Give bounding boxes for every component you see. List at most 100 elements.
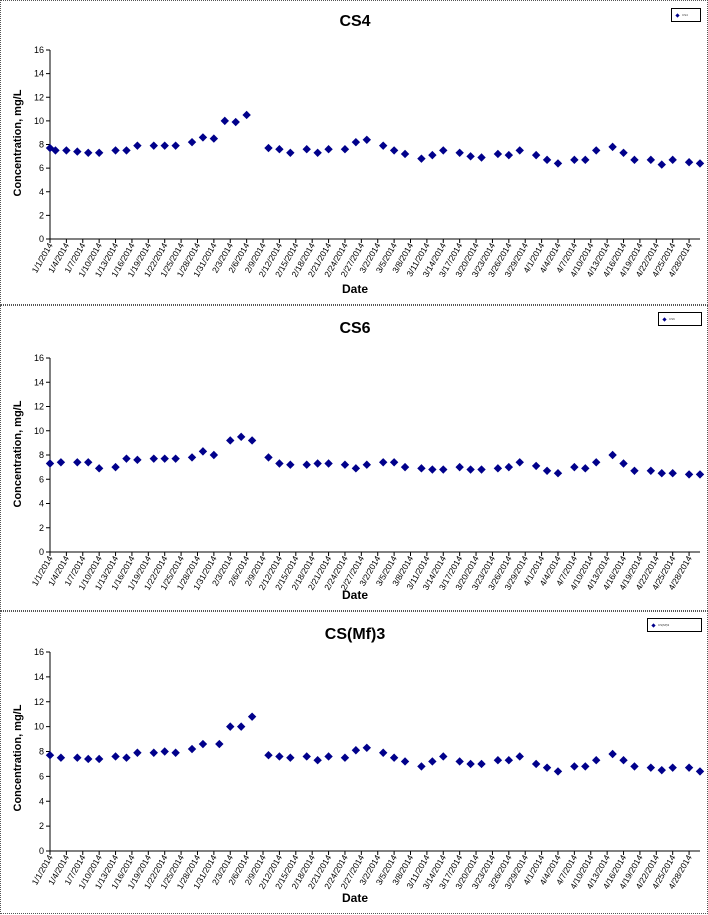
data-point bbox=[73, 458, 82, 467]
data-point bbox=[340, 460, 350, 469]
data-point bbox=[362, 743, 372, 752]
data-point bbox=[160, 747, 169, 756]
data-point bbox=[160, 141, 169, 150]
data-point bbox=[149, 141, 158, 150]
data-point bbox=[94, 148, 104, 157]
data-point bbox=[581, 762, 590, 771]
data-point bbox=[160, 454, 169, 463]
y-tick-label: 6 bbox=[39, 771, 44, 781]
y-tick-label: 12 bbox=[34, 92, 44, 102]
data-point bbox=[187, 137, 197, 147]
data-point bbox=[493, 149, 503, 159]
data-point bbox=[477, 465, 486, 474]
data-point bbox=[400, 149, 410, 159]
data-point bbox=[362, 460, 372, 469]
data-point bbox=[570, 155, 579, 165]
data-point bbox=[608, 450, 617, 460]
data-point bbox=[122, 454, 131, 463]
data-point bbox=[264, 143, 273, 153]
data-point bbox=[531, 461, 541, 471]
data-point bbox=[73, 753, 82, 762]
data-point bbox=[84, 754, 93, 764]
chart-plot-csmf3: 02468101214161/1/20141/4/20141/7/20141/1… bbox=[30, 647, 705, 891]
chart-legend: CS6 bbox=[658, 312, 702, 326]
data-point bbox=[695, 767, 705, 776]
chart-plot-cs6: 02468101214161/1/20141/4/20141/7/20141/1… bbox=[30, 353, 705, 592]
data-point bbox=[286, 460, 295, 469]
data-point bbox=[313, 756, 322, 765]
y-tick-label: 10 bbox=[34, 116, 44, 126]
data-point bbox=[466, 465, 475, 474]
data-point bbox=[187, 453, 197, 462]
data-point bbox=[515, 752, 524, 761]
y-tick-label: 8 bbox=[39, 747, 44, 757]
y-tick-label: 16 bbox=[34, 45, 44, 55]
y-tick-label: 6 bbox=[39, 474, 44, 484]
data-point bbox=[553, 767, 563, 776]
data-point bbox=[302, 752, 311, 761]
data-point bbox=[378, 141, 388, 150]
y-tick-label: 10 bbox=[34, 722, 44, 732]
data-point bbox=[45, 751, 55, 760]
data-point bbox=[400, 462, 410, 472]
data-point bbox=[581, 464, 590, 473]
data-point bbox=[668, 155, 677, 165]
y-tick-label: 6 bbox=[39, 163, 44, 173]
chart-title: CS(Mf)3 bbox=[324, 626, 386, 643]
data-point bbox=[275, 145, 284, 154]
data-point bbox=[171, 454, 180, 463]
data-point bbox=[684, 158, 694, 167]
legend-label: CS6 bbox=[669, 317, 675, 321]
data-point bbox=[630, 466, 639, 475]
data-point bbox=[504, 150, 514, 160]
data-point bbox=[592, 146, 601, 155]
y-tick-label: 4 bbox=[39, 499, 44, 509]
data-point bbox=[493, 756, 503, 765]
data-point bbox=[581, 155, 590, 165]
data-point bbox=[275, 752, 284, 761]
data-point bbox=[171, 748, 180, 757]
data-point bbox=[215, 739, 224, 749]
data-point bbox=[133, 141, 142, 150]
data-point bbox=[646, 466, 656, 475]
data-point bbox=[324, 145, 333, 154]
y-tick-label: 4 bbox=[39, 187, 44, 197]
y-tick-label: 2 bbox=[39, 821, 44, 831]
data-point bbox=[553, 159, 563, 168]
data-point bbox=[389, 146, 399, 155]
data-point bbox=[684, 763, 694, 772]
data-point bbox=[630, 155, 639, 165]
y-tick-label: 0 bbox=[39, 547, 44, 557]
data-point bbox=[439, 465, 448, 474]
data-point bbox=[111, 462, 120, 472]
data-point bbox=[455, 148, 464, 157]
data-point bbox=[515, 458, 524, 467]
data-point bbox=[324, 459, 333, 468]
y-tick-label: 14 bbox=[34, 69, 44, 79]
data-point bbox=[94, 754, 104, 764]
data-point bbox=[504, 462, 514, 472]
data-point bbox=[111, 146, 120, 155]
y-tick-label: 2 bbox=[39, 210, 44, 220]
data-point bbox=[198, 739, 208, 749]
data-point bbox=[542, 466, 552, 475]
y-tick-label: 14 bbox=[34, 672, 44, 682]
data-point bbox=[695, 470, 705, 479]
data-point bbox=[439, 146, 448, 155]
data-point bbox=[619, 756, 628, 765]
data-point bbox=[187, 744, 197, 754]
y-tick-label: 16 bbox=[34, 647, 44, 657]
data-point bbox=[286, 753, 295, 762]
data-point bbox=[247, 436, 257, 445]
y-tick-label: 4 bbox=[39, 796, 44, 806]
data-point bbox=[515, 146, 524, 155]
data-point bbox=[198, 133, 208, 142]
data-point bbox=[351, 137, 361, 147]
data-point bbox=[504, 756, 514, 765]
data-point bbox=[619, 459, 628, 468]
data-point bbox=[236, 432, 246, 442]
data-point bbox=[247, 712, 257, 721]
data-point bbox=[542, 155, 552, 165]
y-tick-label: 10 bbox=[34, 426, 44, 436]
y-tick-label: 16 bbox=[34, 353, 44, 363]
